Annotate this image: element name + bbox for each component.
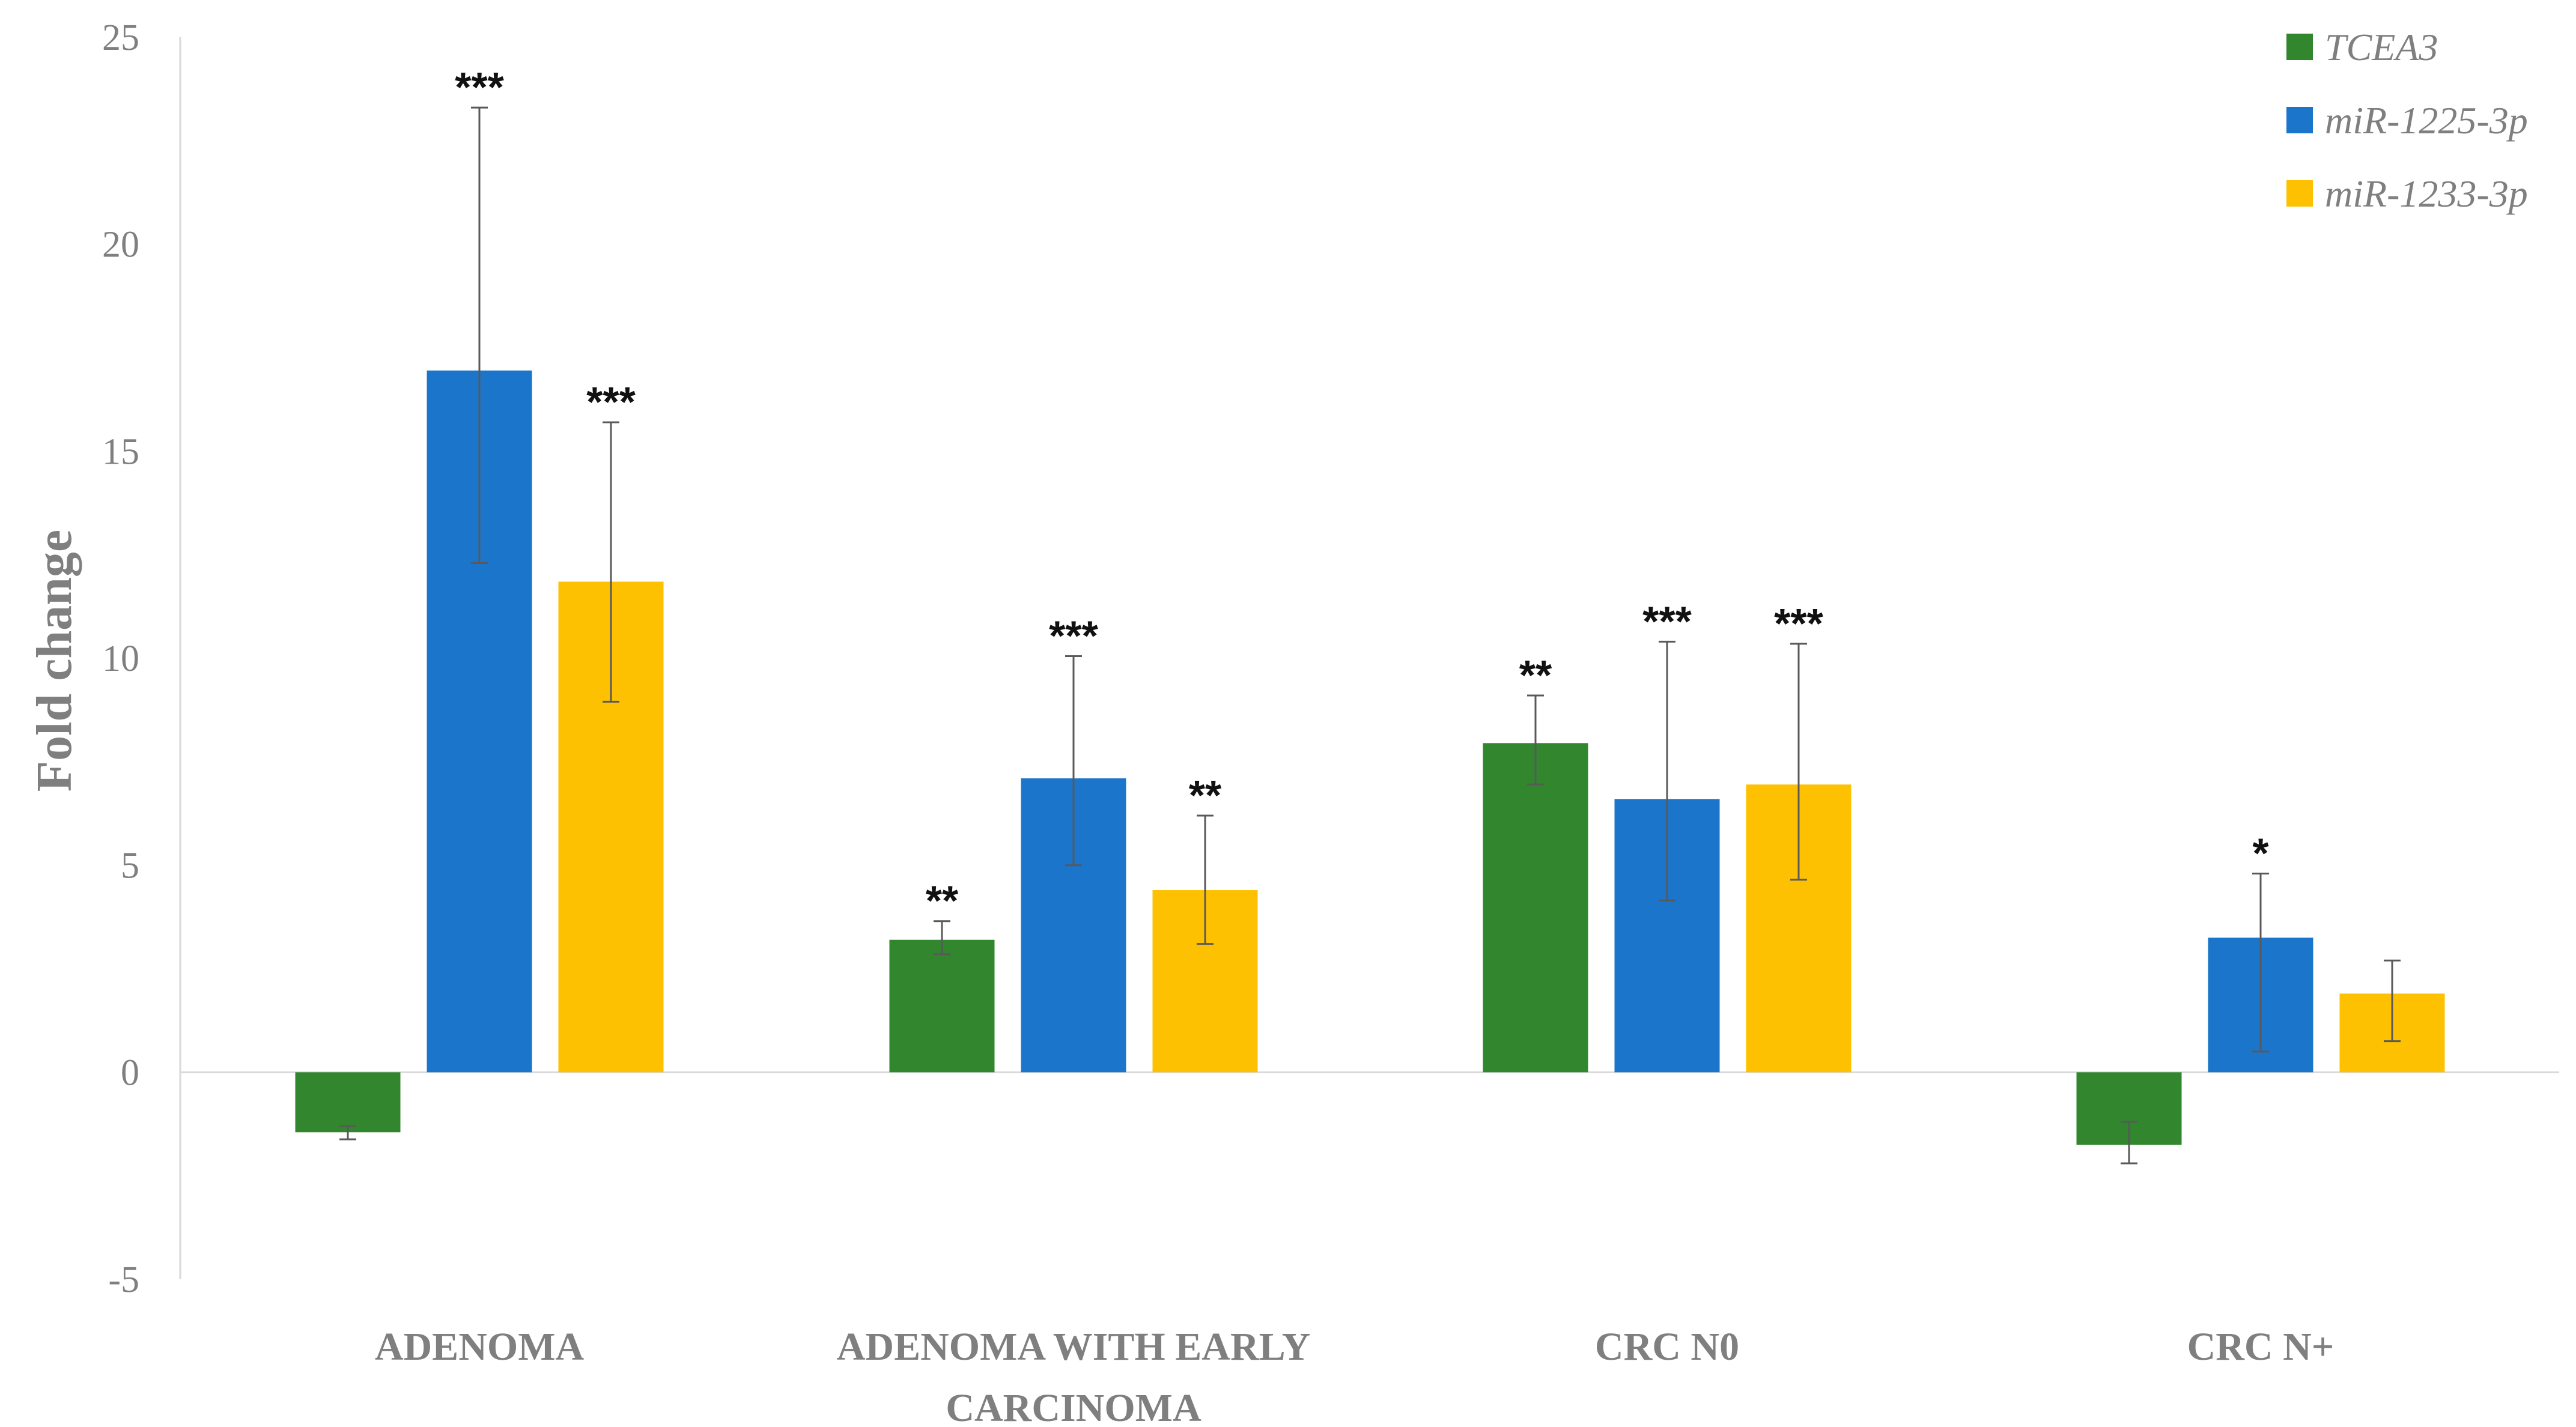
y-tick-label: 15 [102, 431, 139, 472]
significance-label: ** [1519, 652, 1552, 698]
y-tick-label: 10 [102, 638, 139, 679]
category-label: CARCINOMA [946, 1386, 1201, 1427]
category-label: ADENOMA WITH EARLY [837, 1325, 1311, 1369]
significance-label: * [2252, 829, 2269, 876]
significance-label: *** [1049, 613, 1098, 659]
y-tick-labels: 25 20 15 10 5 0 -5 [102, 17, 139, 1300]
y-tick-label: 5 [121, 846, 139, 886]
error-bar-tcea3-3 [2121, 1121, 2137, 1165]
error-bar-mir-1225-3p-1 [1065, 655, 1082, 867]
y-axis-title: Fold change [26, 530, 82, 792]
error-bar-mir-1233-3p-3 [2384, 959, 2401, 1043]
category-labels: ADENOMA ADENOMA WITH EARLY CARCINOMA CRC N0… [375, 1325, 2334, 1427]
legend-label: TCEA3 [2325, 26, 2438, 68]
error-bar-mir-1225-3p-0 [471, 106, 488, 564]
significance-label: *** [1642, 598, 1692, 644]
significance-label: *** [455, 64, 504, 111]
significance-label: ** [1189, 772, 1222, 819]
legend-entry-mir-1225-3p: miR-1225-3p [2286, 99, 2528, 142]
category-label: CRC N+ [2187, 1325, 2334, 1369]
legend-entry-tcea3: TCEA3 [2286, 26, 2438, 68]
error-bar-tcea3-2 [1527, 694, 1544, 786]
y-tick-label: 25 [102, 17, 139, 58]
bar-tcea3-1 [889, 939, 995, 1073]
category-label: CRC N0 [1595, 1325, 1739, 1369]
legend-swatch [2286, 34, 2313, 60]
y-tick-label: 0 [121, 1052, 139, 1093]
error-bars [339, 106, 2401, 1165]
significance-label: *** [586, 378, 636, 425]
y-tick-label: -5 [108, 1259, 139, 1300]
legend-entry-mir-1233-3p: miR-1233-3p [2286, 172, 2528, 215]
legend-label: miR-1233-3p [2325, 172, 2528, 215]
significance-label: *** [1774, 600, 1823, 647]
bar-tcea3-0 [295, 1072, 401, 1133]
error-bar-mir-1233-3p-2 [1790, 643, 1807, 881]
legend-swatch [2286, 180, 2313, 207]
bars [295, 370, 2445, 1145]
error-bar-mir-1233-3p-1 [1197, 814, 1214, 945]
error-bar-mir-1233-3p-0 [603, 421, 619, 703]
legend: TCEA3 miR-1225-3p miR-1233-3p [2286, 26, 2528, 215]
significance-label: ** [926, 877, 959, 924]
error-bar-tcea3-1 [934, 920, 950, 956]
category-label: ADENOMA [375, 1325, 585, 1369]
legend-swatch [2286, 107, 2313, 133]
error-bar-mir-1225-3p-2 [1659, 640, 1675, 901]
axes [179, 37, 2559, 1279]
error-bar-mir-1225-3p-3 [2252, 872, 2269, 1053]
legend-label: miR-1225-3p [2325, 99, 2528, 142]
bar-tcea3-2 [1483, 743, 1588, 1073]
y-tick-label: 20 [102, 225, 139, 265]
error-bar-tcea3-0 [339, 1125, 356, 1141]
significance-labels: ********** ************ [455, 64, 2269, 924]
